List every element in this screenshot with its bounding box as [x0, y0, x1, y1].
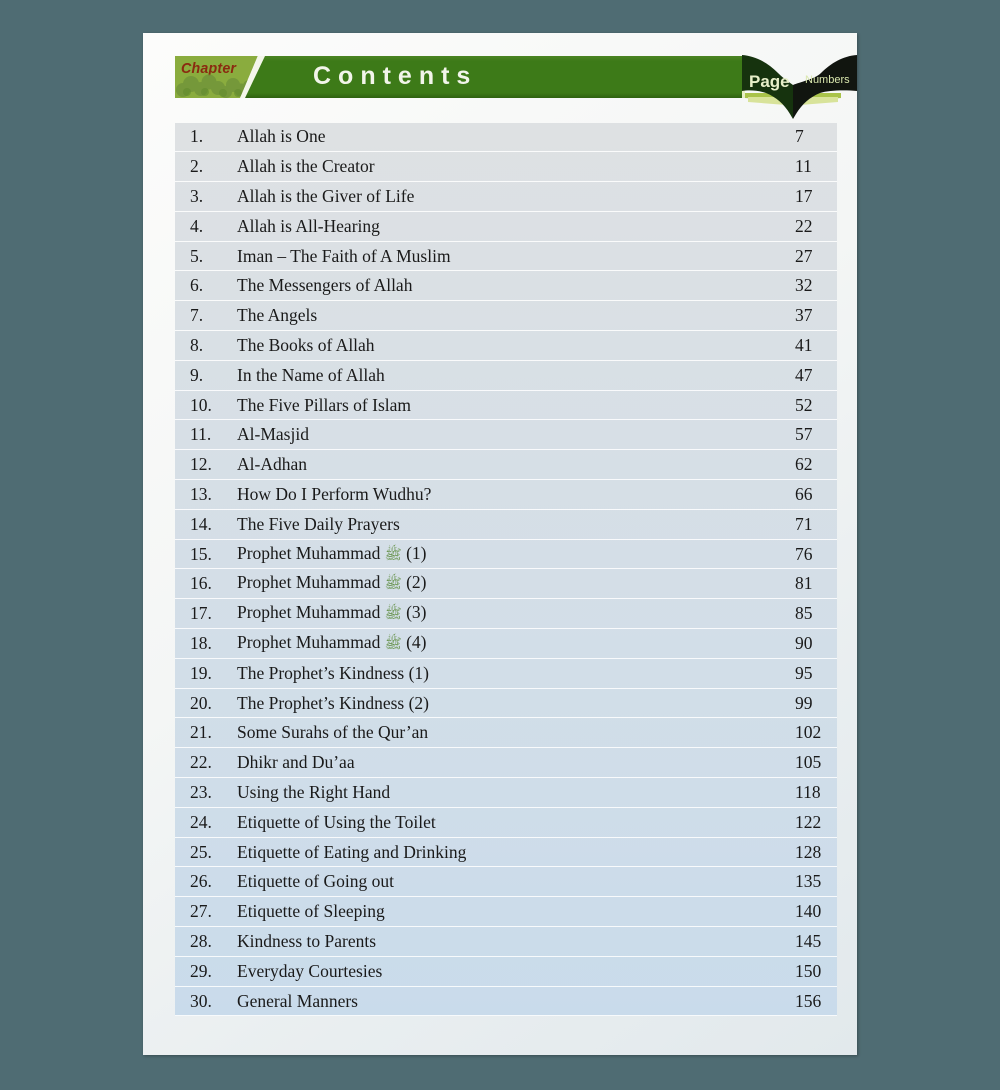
svg-text:Page: Page [749, 72, 790, 91]
svg-text:Numbers: Numbers [805, 74, 850, 86]
